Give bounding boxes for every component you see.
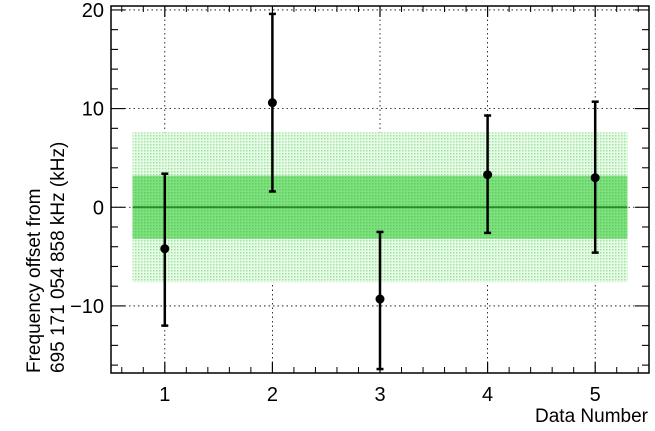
axis-ticks: 1 2 3 4 5 −10 0 10 20	[70, 0, 649, 406]
y-tick-label: 10	[82, 99, 104, 121]
data-points	[160, 12, 600, 371]
data-point	[267, 98, 277, 108]
data-point	[590, 173, 600, 183]
x-axis-title: Data Number	[535, 406, 649, 427]
y-tick-label: 0	[93, 197, 104, 219]
x-tick-label: 2	[267, 384, 278, 406]
y-tick-label: −10	[70, 296, 104, 318]
y-axis-title-line-2: 695 171 054 858 kHz (kHz)	[48, 142, 69, 373]
y-axis-title-line-1: Frequency offset from	[24, 189, 45, 373]
data-point	[375, 294, 385, 304]
x-tick-label: 5	[590, 384, 601, 406]
data-point	[483, 170, 493, 180]
x-tick-label: 3	[374, 384, 385, 406]
y-tick-label: 20	[82, 0, 104, 22]
x-tick-label: 1	[159, 384, 170, 406]
data-point	[160, 244, 170, 254]
x-tick-label: 4	[482, 384, 493, 406]
